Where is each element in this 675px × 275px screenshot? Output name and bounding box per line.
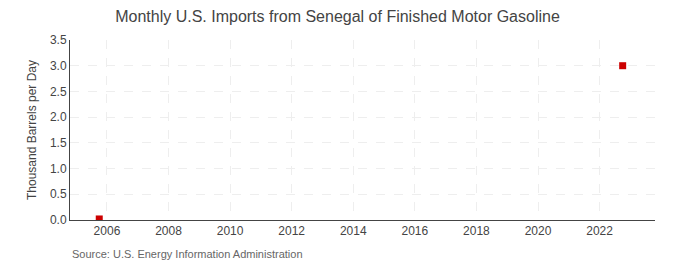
- svg-text:2.5: 2.5: [50, 85, 67, 99]
- svg-text:3.5: 3.5: [50, 33, 67, 47]
- svg-text:1.0: 1.0: [50, 162, 67, 176]
- svg-text:Thousand Barrels per Day: Thousand Barrels per Day: [25, 60, 39, 200]
- svg-text:2008: 2008: [155, 224, 182, 238]
- svg-text:2018: 2018: [463, 224, 490, 238]
- svg-text:2022: 2022: [586, 224, 613, 238]
- svg-text:2012: 2012: [278, 224, 305, 238]
- svg-text:2016: 2016: [401, 224, 428, 238]
- svg-text:Monthly U.S. Imports from Sene: Monthly U.S. Imports from Senegal of Fin…: [115, 8, 560, 25]
- svg-text:Source: U.S. Energy Informatio: Source: U.S. Energy Information Administ…: [72, 248, 303, 260]
- svg-text:3.0: 3.0: [50, 59, 67, 73]
- svg-text:2020: 2020: [525, 224, 552, 238]
- svg-text:2014: 2014: [340, 224, 367, 238]
- svg-text:1.5: 1.5: [50, 136, 67, 150]
- svg-text:2006: 2006: [94, 224, 121, 238]
- svg-text:0.5: 0.5: [50, 187, 67, 201]
- svg-text:2010: 2010: [217, 224, 244, 238]
- svg-text:0.0: 0.0: [50, 213, 67, 227]
- svg-text:2.0: 2.0: [50, 110, 67, 124]
